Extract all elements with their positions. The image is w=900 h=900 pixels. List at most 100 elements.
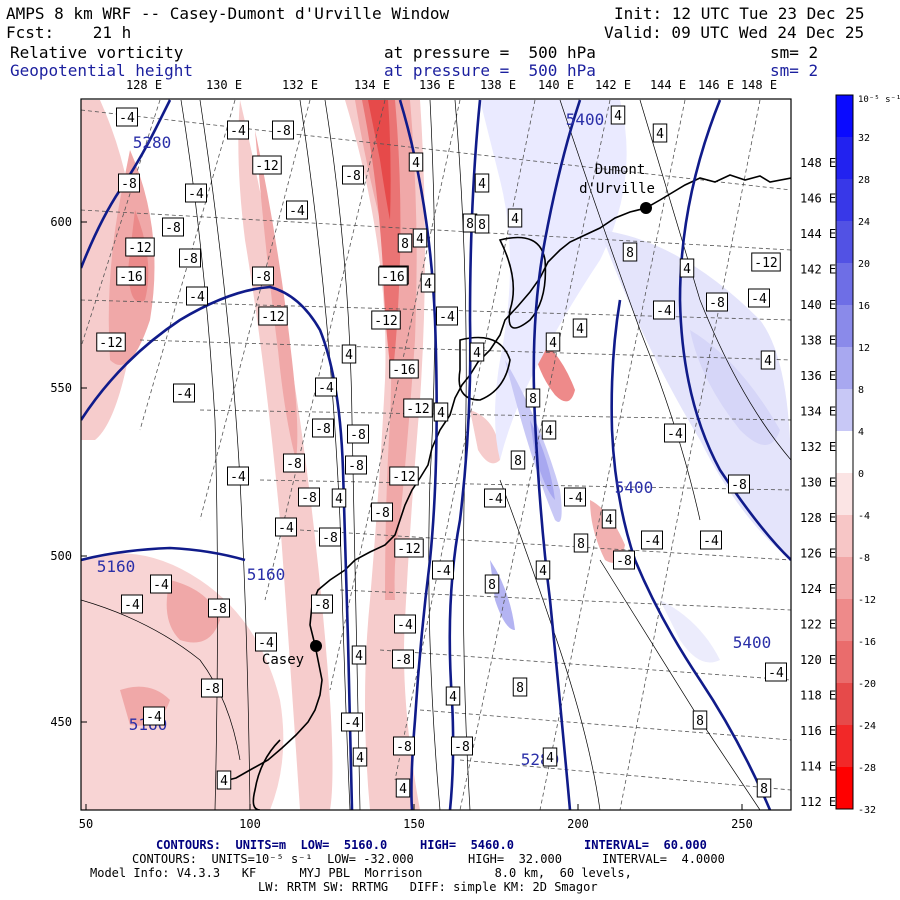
vorticity-label: -8 bbox=[204, 682, 220, 697]
vorticity-label: -8 bbox=[315, 422, 331, 437]
vorticity-label-box bbox=[283, 453, 305, 473]
vorticity-label: -8 bbox=[454, 740, 470, 755]
vorticity-label-box bbox=[179, 248, 201, 268]
right-longitude-label: 116 E bbox=[800, 724, 836, 738]
vorticity-label-box bbox=[469, 342, 485, 362]
colorbar-segment bbox=[836, 641, 853, 684]
vorticity-label-box bbox=[445, 686, 461, 706]
vorticity-label: 4 bbox=[412, 156, 420, 171]
colorbar-unit: 10⁻⁵ s⁻¹ bbox=[858, 95, 900, 105]
vorticity-label-box bbox=[512, 677, 528, 697]
vorticity-label: -4 bbox=[230, 124, 246, 139]
vorticity-label: -8 bbox=[211, 602, 227, 617]
vorticity-label: -4 bbox=[644, 534, 660, 549]
right-longitude-label: 130 E bbox=[800, 476, 836, 490]
colorbar-tick-label: -28 bbox=[858, 763, 876, 774]
dumont-durville-label: d'Urville bbox=[579, 181, 655, 197]
vorticity-label: -4 bbox=[667, 427, 683, 442]
height-contour-units: CONTOURS: UNITS=m LOW= 5160.0 bbox=[156, 838, 388, 852]
vorticity-label: -4 bbox=[397, 618, 413, 633]
vorticity-label: 4 bbox=[614, 109, 622, 124]
vorticity-label-box bbox=[765, 662, 787, 682]
vorticity-label: -4 bbox=[703, 534, 719, 549]
vorticity-label: 4 bbox=[335, 492, 343, 507]
vorticity-label: 4 bbox=[764, 354, 772, 369]
vorticity-label-box bbox=[227, 120, 249, 140]
vorticity-label-box bbox=[342, 165, 364, 185]
right-longitude-label: 136 E bbox=[800, 369, 836, 383]
right-longitude-label: 112 E bbox=[800, 795, 836, 809]
vorticity-label: -16 bbox=[381, 270, 404, 285]
right-longitude-label: 128 E bbox=[800, 511, 836, 525]
height-contour-label: 5400 bbox=[733, 633, 772, 652]
vorticity-label-box bbox=[173, 383, 195, 403]
top-longitude-label: 144 E bbox=[650, 78, 686, 92]
vorticity-label-box bbox=[394, 538, 424, 558]
colorbar-segment bbox=[836, 347, 853, 390]
vorticity-label-box bbox=[315, 377, 337, 397]
vorticity-label-box bbox=[347, 424, 369, 444]
vorticity-label: -12 bbox=[374, 314, 397, 329]
vorticity-label: -12 bbox=[255, 159, 278, 174]
vorticity-label-box bbox=[351, 645, 367, 665]
vorticity-label: -8 bbox=[396, 740, 412, 755]
vorticity-label-box bbox=[252, 155, 282, 175]
top-longitude-label: 134 E bbox=[354, 78, 390, 92]
field1-smoothing: sm= 2 bbox=[770, 43, 819, 62]
colorbar-tick-label: 20 bbox=[858, 259, 870, 270]
dumont-durville-station-marker bbox=[640, 202, 652, 214]
colorbar-segment bbox=[836, 431, 853, 474]
vorticity-label-box bbox=[150, 574, 172, 594]
vorticity-label-box bbox=[484, 574, 500, 594]
colorbar-segment bbox=[836, 725, 853, 768]
vorticity-label-box bbox=[319, 527, 341, 547]
vorticity-label-box bbox=[474, 173, 490, 193]
vorticity-label-box bbox=[201, 678, 223, 698]
vorticity-label: 4 bbox=[656, 127, 664, 142]
vorticity-label: -8 bbox=[301, 491, 317, 506]
right-longitude-label: 126 E bbox=[800, 547, 836, 561]
vorticity-label: -8 bbox=[121, 177, 137, 192]
right-longitude-label: 122 E bbox=[800, 618, 836, 632]
right-longitude-label: 120 E bbox=[800, 653, 836, 667]
vorticity-label: 4 bbox=[545, 424, 553, 439]
vorticity-label-box bbox=[341, 344, 357, 364]
right-longitude-label: 134 E bbox=[800, 405, 836, 419]
vorticity-label: -4 bbox=[768, 666, 784, 681]
vort-contour-interval: INTERVAL= 4.0000 bbox=[602, 852, 725, 866]
vorticity-label-box bbox=[298, 487, 320, 507]
height-contour-label: 5400 bbox=[615, 478, 654, 497]
field1-level: at pressure = 500 hPa bbox=[384, 43, 596, 62]
colorbar-segment bbox=[836, 179, 853, 222]
vorticity-label: 4 bbox=[511, 212, 519, 227]
vorticity-label: -8 bbox=[709, 296, 725, 311]
vorticity-label-box bbox=[420, 273, 436, 293]
vorticity-label: -8 bbox=[182, 252, 198, 267]
vorticity-label-box bbox=[272, 120, 294, 140]
right-longitude-label: 132 E bbox=[800, 440, 836, 454]
vorticity-label-box bbox=[748, 288, 770, 308]
vorticity-label-box bbox=[525, 388, 541, 408]
vorticity-label: 4 bbox=[605, 513, 613, 528]
vorticity-label-box bbox=[393, 736, 415, 756]
vorticity-label: -8 bbox=[314, 598, 330, 613]
vorticity-label: 8 bbox=[760, 782, 768, 797]
vorticity-label-box bbox=[545, 332, 561, 352]
colorbar-tick-label: 0 bbox=[858, 469, 864, 480]
vorticity-label: -4 bbox=[176, 387, 192, 402]
vorticity-label: 8 bbox=[488, 578, 496, 593]
vorticity-label-box bbox=[408, 152, 424, 172]
colorbar-segment bbox=[836, 767, 853, 810]
vorticity-label: -4 bbox=[189, 290, 205, 305]
vorticity-label-box bbox=[751, 252, 781, 272]
vorticity-label-box bbox=[706, 292, 728, 312]
colorbar-tick-label: 4 bbox=[858, 427, 864, 438]
vorticity-label-box bbox=[255, 632, 277, 652]
vorticity-label-box bbox=[208, 598, 230, 618]
vorticity-label: -12 bbox=[128, 241, 151, 256]
vorticity-label-box bbox=[331, 488, 347, 508]
y-tick-label: 600 bbox=[50, 215, 72, 229]
vorticity-label: -4 bbox=[188, 187, 204, 202]
vorticity-label: 4 bbox=[683, 262, 691, 277]
vorticity-label: -4 bbox=[258, 636, 274, 651]
